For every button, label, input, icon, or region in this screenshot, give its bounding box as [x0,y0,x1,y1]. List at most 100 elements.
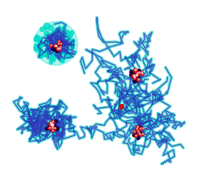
Circle shape [135,74,138,77]
Circle shape [130,74,133,77]
Circle shape [138,69,141,72]
Circle shape [52,125,53,126]
Circle shape [136,135,137,136]
Circle shape [138,72,141,74]
Circle shape [51,125,53,127]
Circle shape [52,48,54,50]
Circle shape [133,76,136,79]
Circle shape [49,124,52,126]
Circle shape [134,69,136,72]
Circle shape [55,38,58,41]
Circle shape [48,127,51,129]
Circle shape [66,32,71,36]
Circle shape [53,124,56,127]
Circle shape [54,40,58,44]
Circle shape [55,42,60,47]
Circle shape [132,75,135,78]
Circle shape [58,30,62,34]
Circle shape [135,75,138,78]
Circle shape [56,50,59,53]
Circle shape [61,58,64,61]
Circle shape [56,40,61,45]
Circle shape [56,43,59,46]
Circle shape [71,39,74,43]
Circle shape [59,37,63,41]
Circle shape [47,35,52,40]
Circle shape [55,41,58,44]
Circle shape [70,41,73,44]
Circle shape [51,45,52,46]
Circle shape [34,46,39,51]
Circle shape [49,122,52,125]
Circle shape [60,43,62,45]
Circle shape [142,133,144,136]
Circle shape [62,41,64,43]
Circle shape [58,49,63,54]
Circle shape [57,50,60,53]
Circle shape [46,43,51,48]
Circle shape [130,70,133,74]
Circle shape [49,57,54,61]
Circle shape [55,44,58,47]
Circle shape [56,48,59,50]
Circle shape [50,122,52,124]
Circle shape [56,49,59,51]
Circle shape [56,30,60,34]
Circle shape [53,30,58,34]
Circle shape [48,42,53,47]
Circle shape [51,45,55,50]
Circle shape [39,47,42,50]
Circle shape [58,41,60,43]
Circle shape [136,75,137,76]
Circle shape [53,41,57,46]
Circle shape [57,33,60,37]
Circle shape [57,48,58,49]
Circle shape [39,41,44,45]
Circle shape [59,56,64,61]
Circle shape [55,45,57,47]
Circle shape [60,42,66,47]
Circle shape [133,75,134,76]
Circle shape [54,41,58,45]
Circle shape [50,55,56,60]
Circle shape [49,123,52,126]
Circle shape [39,41,43,44]
Circle shape [45,42,48,45]
Circle shape [134,134,137,137]
Circle shape [50,52,54,56]
Circle shape [137,126,139,128]
Circle shape [58,34,61,37]
Circle shape [136,75,137,76]
Circle shape [65,53,70,58]
Circle shape [56,43,59,46]
Circle shape [136,69,137,70]
Circle shape [52,48,56,52]
Circle shape [47,45,52,50]
Circle shape [53,42,59,47]
Circle shape [54,50,59,55]
Circle shape [52,128,55,130]
Circle shape [58,44,61,46]
Circle shape [57,47,61,51]
Circle shape [135,70,136,71]
Circle shape [50,42,54,46]
Circle shape [48,25,53,30]
Circle shape [55,46,57,48]
Circle shape [49,41,54,46]
Circle shape [138,134,141,137]
Circle shape [131,72,134,75]
Circle shape [48,43,52,47]
Circle shape [136,131,138,134]
Circle shape [139,132,142,135]
Circle shape [54,41,59,45]
Circle shape [133,72,136,75]
Circle shape [53,40,59,46]
Circle shape [54,42,57,45]
Circle shape [54,41,59,46]
Circle shape [51,49,54,53]
Circle shape [53,41,58,46]
Circle shape [136,72,139,75]
Circle shape [52,130,54,132]
Circle shape [136,71,139,74]
Circle shape [52,58,55,62]
